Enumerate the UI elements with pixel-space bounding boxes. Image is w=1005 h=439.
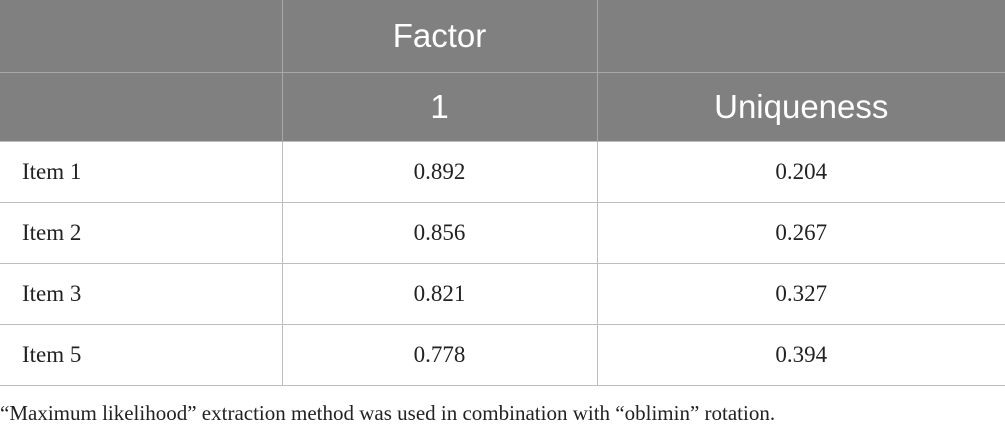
factor-loading-table: Factor 1 Uniqueness Item 1 0.892 0.204 I… — [0, 0, 1005, 386]
factor-loading-value: 0.892 — [281, 141, 597, 203]
uniqueness-value: 0.267 — [596, 202, 1005, 264]
table-row: Item 2 0.856 0.267 — [0, 202, 1005, 264]
header-factor-1: 1 — [281, 72, 597, 142]
factor-loading-value: 0.778 — [281, 324, 597, 386]
item-label: Item 2 — [0, 202, 282, 264]
item-label: Item 1 — [0, 141, 282, 203]
header-row-group: Factor — [0, 0, 1005, 73]
table-header: Factor 1 Uniqueness — [0, 0, 1005, 142]
table-footnote: “Maximum likelihood” extraction method w… — [0, 401, 776, 425]
header-empty-cell — [596, 0, 1005, 73]
factor-loading-value: 0.821 — [281, 263, 597, 325]
item-label: Item 5 — [0, 324, 282, 386]
header-uniqueness: Uniqueness — [596, 72, 1005, 142]
item-label: Item 3 — [0, 263, 282, 325]
table-row: Item 3 0.821 0.327 — [0, 263, 1005, 325]
header-empty-cell — [0, 0, 282, 73]
table-body: Item 1 0.892 0.204 Item 2 0.856 0.267 It… — [0, 141, 1005, 386]
uniqueness-value: 0.394 — [596, 324, 1005, 386]
header-factor-group: Factor — [281, 0, 597, 73]
table-row: Item 5 0.778 0.394 — [0, 324, 1005, 386]
header-empty-cell — [0, 72, 282, 142]
uniqueness-value: 0.327 — [596, 263, 1005, 325]
header-row-columns: 1 Uniqueness — [0, 72, 1005, 142]
factor-loading-value: 0.856 — [281, 202, 597, 264]
table-row: Item 1 0.892 0.204 — [0, 141, 1005, 203]
uniqueness-value: 0.204 — [596, 141, 1005, 203]
